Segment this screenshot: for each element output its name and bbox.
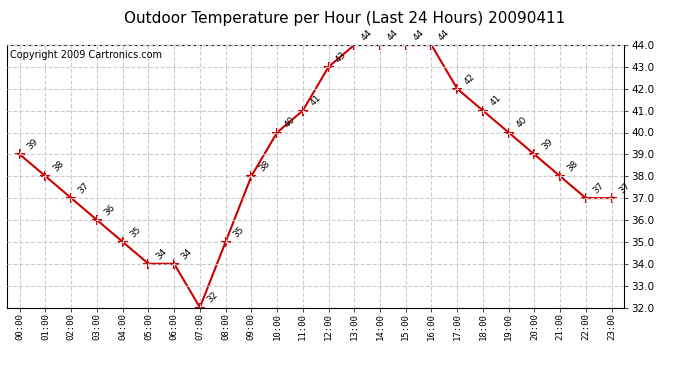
Text: 36: 36 — [103, 203, 117, 217]
Text: Copyright 2009 Cartronics.com: Copyright 2009 Cartronics.com — [10, 50, 162, 60]
Text: 38: 38 — [51, 159, 66, 174]
Text: 40: 40 — [283, 116, 297, 130]
Text: 41: 41 — [489, 93, 503, 108]
Text: 43: 43 — [334, 50, 348, 64]
Text: 34: 34 — [154, 247, 168, 261]
Text: 32: 32 — [206, 290, 220, 305]
Text: 37: 37 — [617, 181, 631, 195]
Text: Outdoor Temperature per Hour (Last 24 Hours) 20090411: Outdoor Temperature per Hour (Last 24 Ho… — [124, 11, 566, 26]
Text: 37: 37 — [591, 181, 606, 195]
Text: 34: 34 — [179, 247, 194, 261]
Text: 39: 39 — [26, 137, 40, 152]
Text: 37: 37 — [77, 181, 91, 195]
Text: 35: 35 — [128, 225, 143, 239]
Text: 41: 41 — [308, 93, 323, 108]
Text: 38: 38 — [566, 159, 580, 174]
Text: 44: 44 — [437, 28, 451, 42]
Text: 44: 44 — [386, 28, 400, 42]
Text: 42: 42 — [463, 72, 477, 86]
Text: 35: 35 — [231, 225, 246, 239]
Text: 44: 44 — [411, 28, 426, 42]
Text: 44: 44 — [359, 28, 374, 42]
Text: 38: 38 — [257, 159, 271, 174]
Text: 40: 40 — [514, 116, 529, 130]
Text: 39: 39 — [540, 137, 555, 152]
